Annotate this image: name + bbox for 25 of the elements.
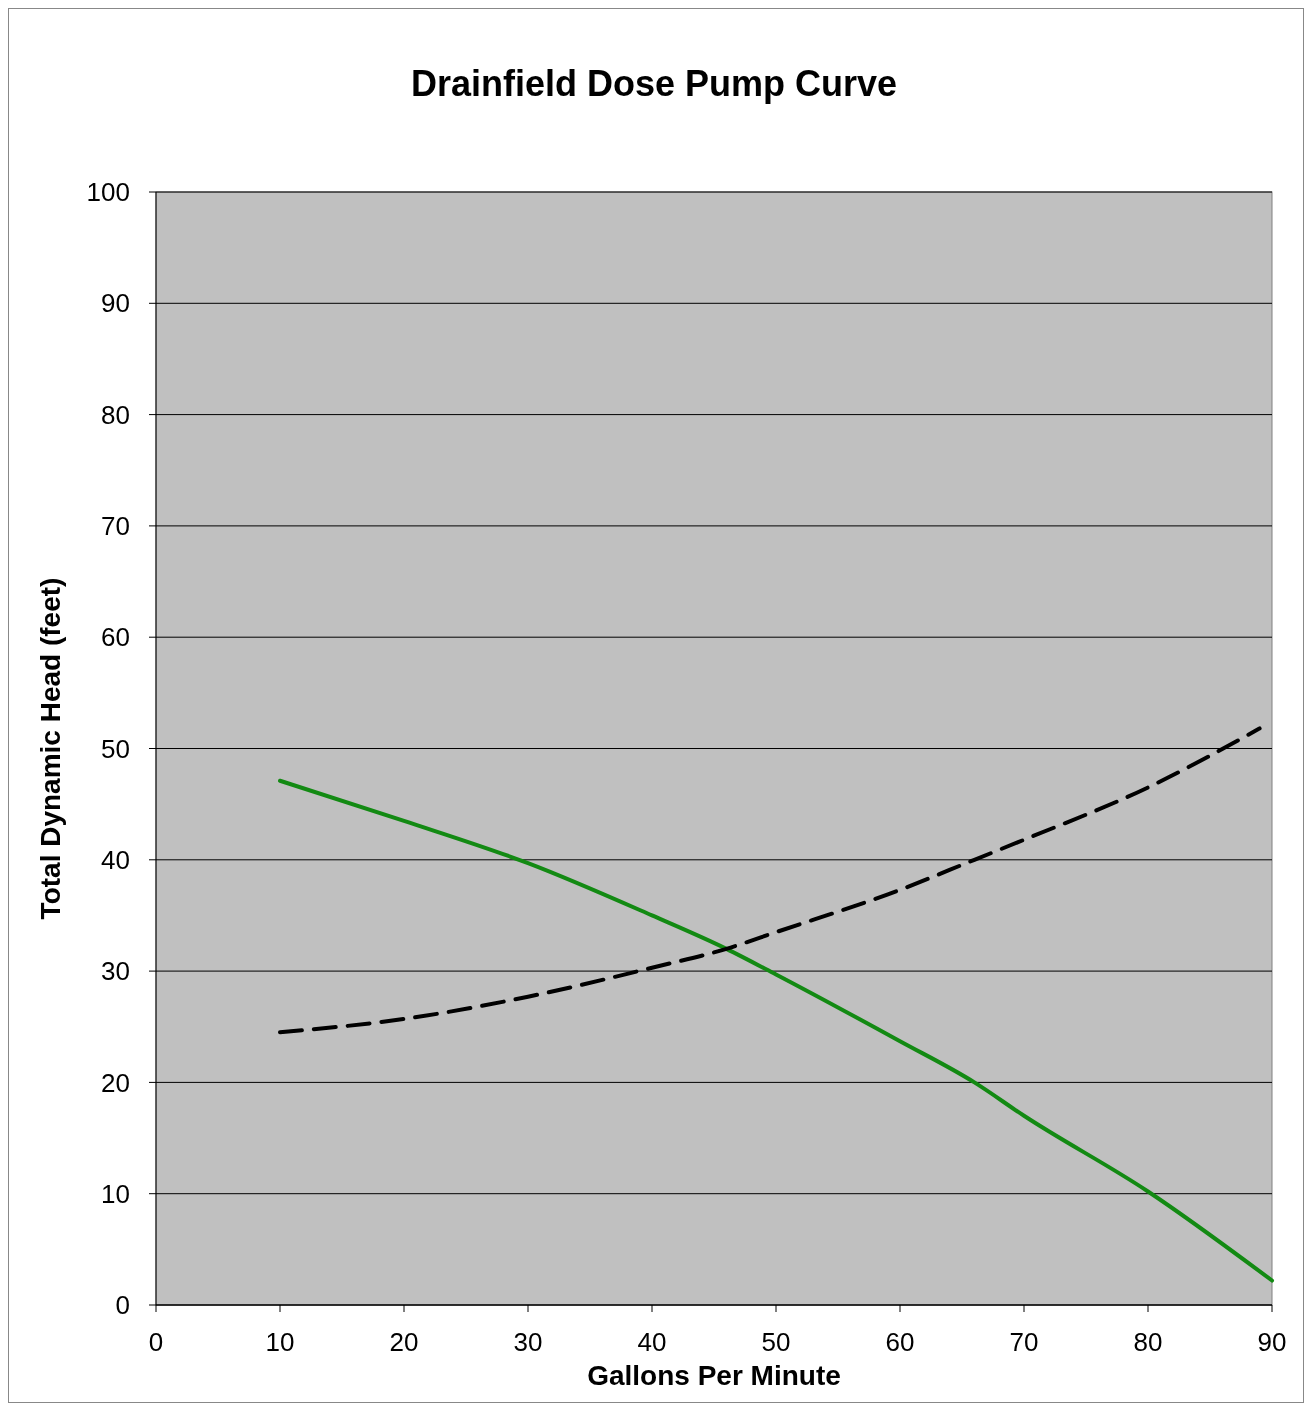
x-tick-label: 20 xyxy=(389,1327,419,1357)
x-tick-label: 0 xyxy=(148,1327,164,1357)
x-tick-label: 10 xyxy=(265,1327,295,1357)
x-tick-label: 40 xyxy=(637,1327,667,1357)
x-tick-label: 90 xyxy=(1257,1327,1287,1357)
y-tick-label: 30 xyxy=(101,956,130,987)
x-tick-label: 60 xyxy=(885,1327,915,1357)
chart-title: Drainfield Dose Pump Curve xyxy=(410,63,898,104)
x-tick-label: 30 xyxy=(513,1327,543,1357)
y-tick-label: 50 xyxy=(101,733,130,764)
y-tick-label: 10 xyxy=(101,1178,130,1209)
y-axis-title: Total Dynamic Head (feet) xyxy=(35,577,66,920)
x-tick-label: 50 xyxy=(761,1327,791,1357)
x-tick-label: 70 xyxy=(1009,1327,1039,1357)
y-tick-label: 0 xyxy=(115,1290,130,1321)
line-series xyxy=(278,778,1274,1283)
y-tick-label: 90 xyxy=(101,288,130,319)
y-tick-label: 80 xyxy=(101,399,130,430)
y-tick-label: 100 xyxy=(86,177,130,208)
x-axis-title: Gallons Per Minute xyxy=(587,1360,841,1391)
y-tick-label: 20 xyxy=(101,1067,130,1098)
y-tick-label: 70 xyxy=(101,511,130,541)
y-tick-label: 40 xyxy=(101,844,130,875)
y-tick-label: 60 xyxy=(101,622,130,653)
x-tick-label: 80 xyxy=(1133,1327,1163,1357)
